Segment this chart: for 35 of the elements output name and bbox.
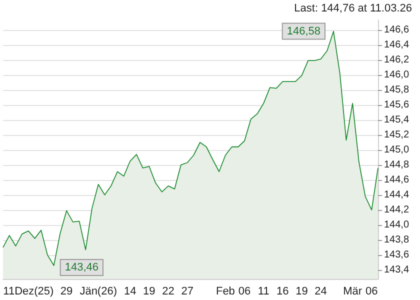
y-tick-label: 144,2 — [384, 204, 410, 216]
x-tick-label: Mär — [343, 286, 362, 298]
y-tick-label: 146,0 — [384, 69, 410, 80]
x-tick-label: 24 — [314, 286, 327, 298]
y-tick-label: 145,0 — [384, 144, 410, 156]
y-tick-label: 143,4 — [384, 264, 410, 276]
x-tick-label: 06 — [238, 286, 251, 298]
x-tick-label: 11 — [258, 286, 270, 298]
y-tick-label: 146,4 — [384, 39, 410, 50]
y-tick-label: 144,6 — [384, 174, 410, 186]
y-tick-label: 146,2 — [384, 54, 410, 66]
y-tick-label: 145,8 — [384, 84, 410, 96]
y-tick-label: 144,4 — [384, 189, 410, 200]
x-tick-label: 27 — [181, 286, 194, 298]
y-tick-label: 144,8 — [384, 159, 410, 170]
y-tick-label: 145,4 — [384, 114, 410, 126]
y-tick-label: 145,6 — [384, 99, 410, 110]
x-tick-label: 22 — [162, 286, 174, 298]
x-tick-label: 11Dez(25) — [3, 286, 54, 298]
x-tick-label: 06 — [366, 286, 378, 298]
x-tick-label: Feb — [216, 286, 235, 298]
y-tick-label: 145,2 — [384, 129, 410, 140]
x-tick-label: 29 — [60, 286, 73, 298]
annotation: 143,46 — [64, 261, 99, 274]
x-tick-label: 16 — [276, 286, 289, 298]
x-tick-label: 19 — [143, 286, 156, 298]
x-tick-label: 19 — [296, 286, 308, 298]
y-tick-label: 143,8 — [384, 234, 410, 246]
y-tick-label: 144,0 — [384, 219, 410, 230]
x-tick-label: Jän(26) — [80, 286, 117, 298]
y-tick-label: 143,6 — [384, 249, 410, 260]
y-tick-label: 146,6 — [384, 24, 410, 36]
text: Last: 144,76 at 11.03.26 — [294, 2, 412, 14]
annotation: 146,58 — [286, 25, 321, 38]
x-tick-label: 14 — [124, 286, 136, 298]
